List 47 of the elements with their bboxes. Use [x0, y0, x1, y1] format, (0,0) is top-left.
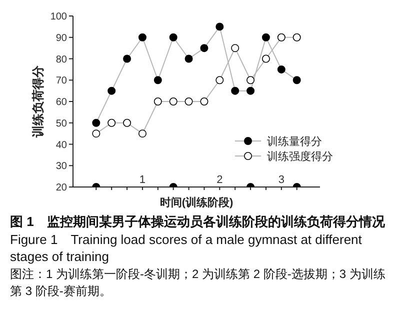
point [231, 86, 240, 95]
point [200, 98, 208, 106]
point [292, 33, 301, 42]
legend-label: 训练强度得分 [267, 150, 333, 163]
text: 图 1 监控期间某男子体操运动员各训练阶段的训练负荷得分情况 [10, 213, 386, 231]
point [154, 76, 162, 84]
point [92, 118, 100, 127]
point [169, 33, 178, 42]
point [262, 54, 270, 63]
point [216, 76, 224, 84]
y-tick-label: 30 [56, 161, 68, 172]
point [277, 65, 286, 74]
x-axis-title: 时间(训练阶段) [160, 196, 234, 209]
point [108, 118, 116, 127]
y-tick-label: 80 [56, 54, 68, 66]
point [92, 130, 100, 138]
point [138, 33, 146, 42]
point [216, 22, 224, 31]
x-tick-label: 3 [278, 174, 284, 186]
y-tick-label: 90 [56, 32, 68, 44]
y-axis-title: 训练负荷得分 [31, 64, 45, 138]
y-tick-label: 20 [56, 182, 68, 194]
text: 图注：1 为训练第一阶段-冬训期；2 为训练第 2 阶段-选拔期；3 为训练第 3 阶段-赛前期。 [10, 266, 386, 300]
point [231, 44, 240, 52]
point [184, 54, 193, 63]
point [200, 44, 208, 52]
point [123, 54, 132, 63]
legend-label: 训练量得分 [267, 135, 322, 148]
y-tick-label: 50 [56, 118, 68, 130]
point [292, 76, 301, 84]
y-tick-label: 100 [50, 12, 68, 22]
x-tick-label: 1 [139, 174, 146, 186]
point [246, 86, 255, 95]
point [169, 98, 178, 106]
point [262, 33, 270, 42]
y-tick-label: 40 [56, 140, 68, 151]
point [184, 98, 193, 106]
point [108, 86, 116, 95]
y-tick-label: 60 [56, 97, 68, 108]
point [123, 118, 132, 127]
point [246, 76, 255, 84]
point [277, 33, 286, 42]
text: Figure 1 Training load scores of a male gymnast at different stages of training [10, 231, 363, 265]
point [138, 130, 146, 138]
x-tick-label: 2 [216, 174, 223, 186]
y-tick-label: 70 [56, 76, 68, 87]
point [154, 98, 162, 106]
